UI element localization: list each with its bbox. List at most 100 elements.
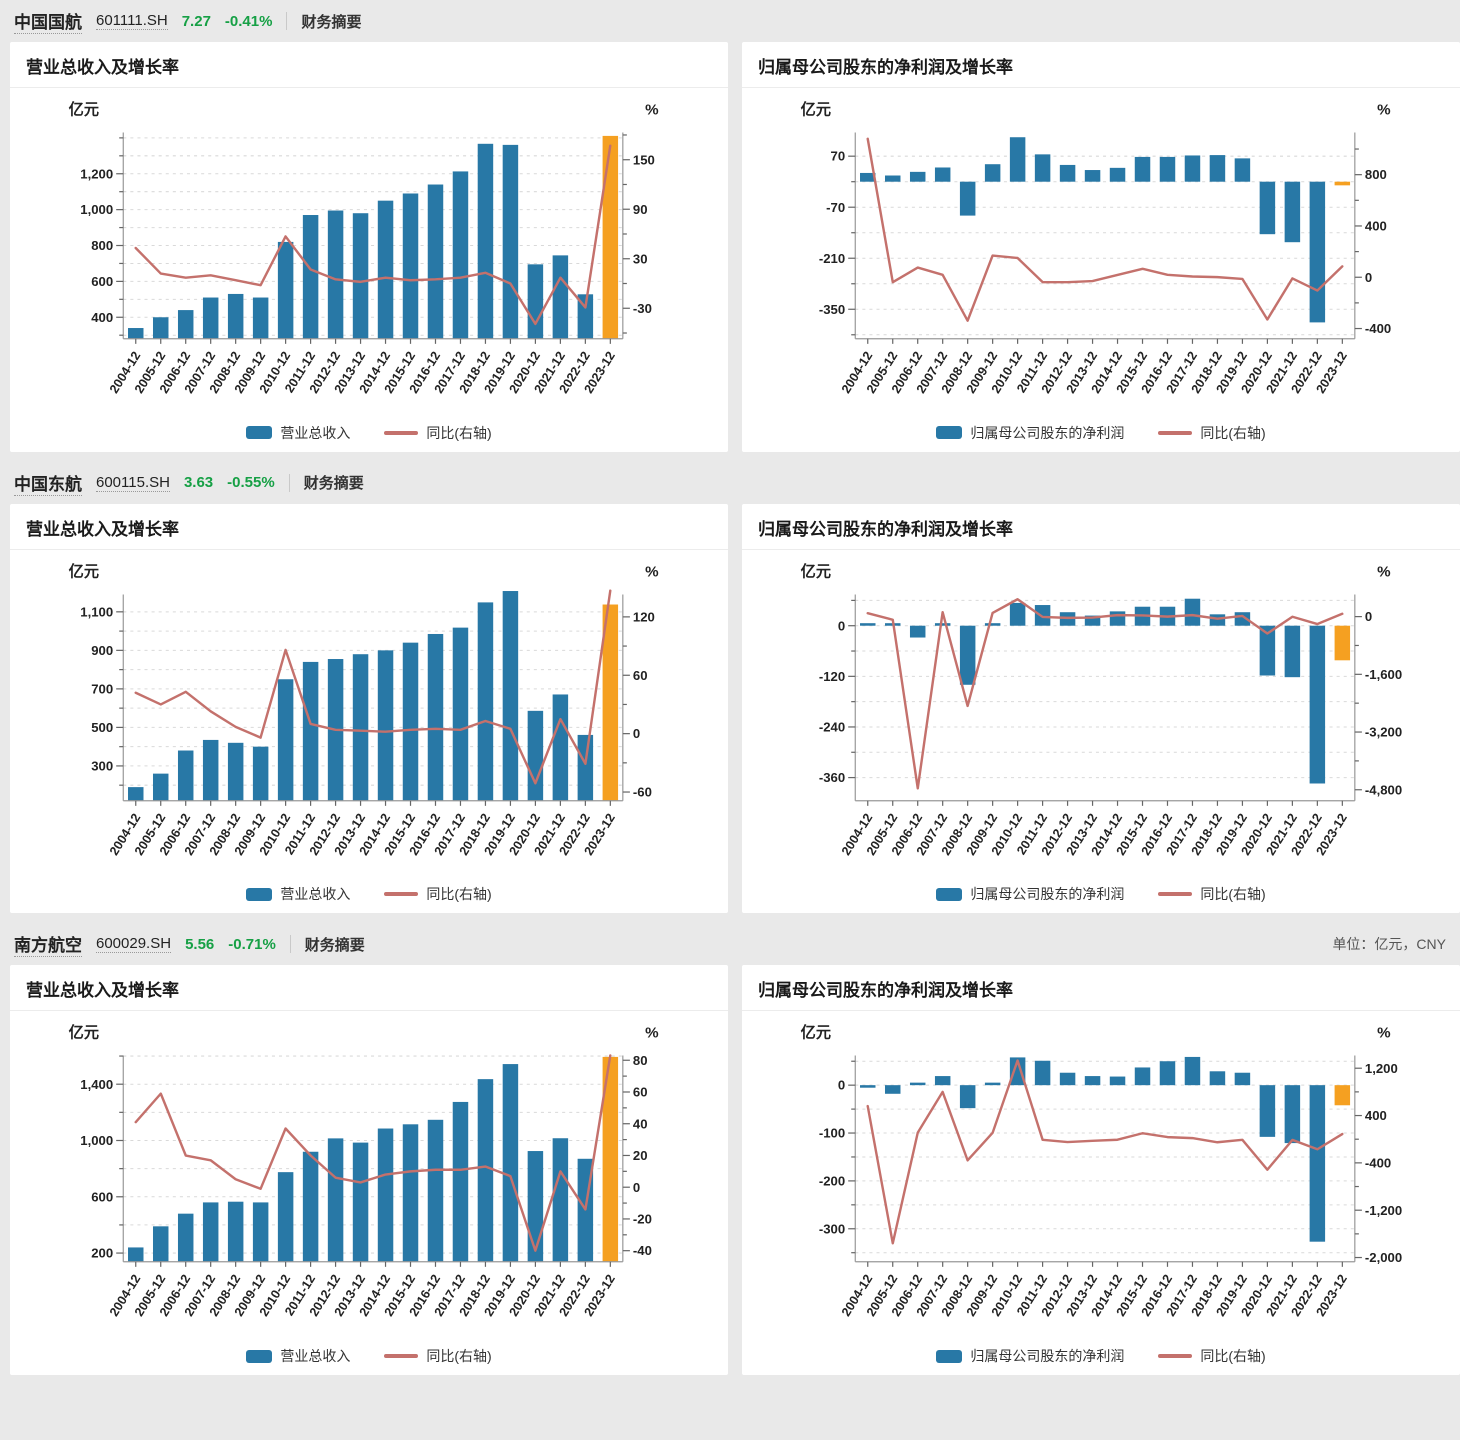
svg-text:-30: -30 [633,301,652,316]
svg-text:-1,200: -1,200 [1365,1203,1402,1218]
svg-text:40: 40 [633,1117,648,1132]
chart-title: 营业总收入及增长率 [10,504,728,550]
stock-change: -0.41% [224,12,273,30]
svg-text:400: 400 [1365,219,1387,234]
financial-summary-link[interactable]: 财务摘要 [303,475,364,493]
svg-text:400: 400 [1365,1109,1387,1124]
profit-combo-chart[interactable]: -360-240-1200-4,800-3,200-1,60002004-122… [742,550,1460,886]
legend-item-bars[interactable]: 营业总收入 [246,423,350,443]
divider [286,12,288,30]
svg-text:%: % [1377,1025,1391,1042]
profit-chart-card: 归属母公司股东的净利润及增长率 -300 -200 -100 0 -2,000 -1,20… [742,965,1460,1376]
svg-text:1,000: 1,000 [80,1134,113,1149]
svg-text:-4,800: -4,800 [1365,782,1402,797]
svg-text:1,000: 1,000 [80,202,113,217]
svg-text:-350: -350 [819,302,845,317]
legend-item-line[interactable]: 同比(右轴) [1158,1346,1266,1366]
svg-text:400: 400 [91,310,113,325]
svg-text:%: % [645,101,659,118]
revenue-chart-card: 营业总收入及增长率 300 500 700 900 1,100 -60 0 60 120 2004… [10,503,728,914]
revenue-combo-chart[interactable]: 4006008001,0001,200-3030901502004-122005… [10,88,728,424]
svg-text:亿元: 亿元 [801,1024,831,1042]
svg-text:-400: -400 [1365,321,1391,336]
legend-item-bars[interactable]: 归属母公司股东的净利润 [936,423,1124,443]
svg-text:1,400: 1,400 [80,1077,113,1092]
financial-summary-link[interactable]: 财务摘要 [304,936,365,954]
svg-text:80: 80 [633,1053,648,1068]
chart-title: 归属母公司股东的净利润及增长率 [742,504,1460,550]
svg-text:-360: -360 [819,770,845,785]
financial-summary-link[interactable]: 财务摘要 [301,13,362,31]
svg-text:-40: -40 [633,1244,652,1259]
stock-name-link[interactable]: 南方航空 [14,931,82,958]
chart-legend: 归属母公司股东的净利润 同比(右轴) [742,1343,1460,1369]
svg-text:亿元: 亿元 [69,100,99,118]
charts-row: 营业总收入及增长率 300 500 700 900 1,100 -60 0 60 120 2004… [0,503,1460,914]
revenue-combo-chart[interactable]: 3005007009001,100-600601202004-122005-12… [10,550,728,886]
line-swatch-icon [384,1354,419,1359]
stock-code-link[interactable]: 601111.SH [96,12,168,30]
legend-bar-label: 营业总收入 [280,1348,351,1365]
legend-item-line[interactable]: 同比(右轴) [384,423,492,443]
legend-bar-label: 归属母公司股东的净利润 [970,424,1125,441]
legend-item-bars[interactable]: 归属母公司股东的净利润 [936,884,1124,904]
svg-text:-400: -400 [1365,1156,1391,1171]
svg-text:%: % [1377,101,1391,118]
stock-price: 7.27 [181,12,211,30]
svg-text:20: 20 [633,1148,648,1163]
svg-text:-300: -300 [819,1222,845,1237]
charts-row: 营业总收入及增长率 200 600 1,000 1,400 -40 -20 0 20 40 60 8… [0,965,1460,1376]
bar-swatch-icon [246,426,273,440]
profit-combo-chart[interactable]: -300-200-1000-2,000-1,200-4004001,200200… [742,1011,1460,1347]
svg-text:800: 800 [91,238,113,253]
legend-line-label: 同比(右轴) [1200,1348,1266,1365]
chart-title: 归属母公司股东的净利润及增长率 [742,42,1460,88]
svg-text:-2,000: -2,000 [1365,1251,1402,1266]
chart-title: 归属母公司股东的净利润及增长率 [742,965,1460,1012]
legend-line-label: 同比(右轴) [426,1348,492,1365]
legend-line-label: 同比(右轴) [1200,424,1266,441]
legend-bar-label: 营业总收入 [280,886,351,903]
svg-text:亿元: 亿元 [69,1024,99,1042]
chart-legend: 营业总收入 同比(右轴) [10,1343,728,1369]
bar-swatch-icon [936,426,963,440]
stock-name-link[interactable]: 中国国航 [14,8,82,34]
svg-text:-120: -120 [819,669,845,684]
svg-text:-210: -210 [819,251,845,266]
svg-text:-60: -60 [633,784,652,799]
stock-price: 5.56 [185,935,215,953]
svg-text:%: % [1377,563,1391,580]
legend-item-bars[interactable]: 营业总收入 [246,1346,350,1366]
divider [289,935,291,954]
legend-item-line[interactable]: 同比(右轴) [1158,423,1266,443]
legend-item-line[interactable]: 同比(右轴) [384,1346,492,1366]
bar-swatch-icon [246,1349,273,1363]
profit-chart-card: 归属母公司股东的净利润及增长率 -360 -240 -120 0 -4,800 -3,20… [742,503,1460,914]
svg-text:60: 60 [633,1085,648,1100]
svg-text:0: 0 [633,726,640,741]
legend-item-bars[interactable]: 归属母公司股东的净利润 [936,1346,1124,1366]
legend-bar-label: 归属母公司股东的净利润 [970,886,1125,903]
stock-price: 3.63 [183,474,214,492]
svg-text:150: 150 [633,152,655,167]
svg-text:0: 0 [838,618,845,633]
stock-code-link[interactable]: 600029.SH [96,935,172,954]
revenue-chart-card: 营业总收入及增长率 200 600 1,000 1,400 -40 -20 0 20 40 60 8… [10,965,728,1376]
bar-swatch-icon [246,887,273,901]
svg-text:亿元: 亿元 [801,562,831,580]
stock-code-link[interactable]: 600115.SH [96,473,170,492]
legend-item-bars[interactable]: 营业总收入 [246,884,350,904]
legend-item-line[interactable]: 同比(右轴) [1158,884,1266,904]
svg-text:700: 700 [91,681,113,696]
line-swatch-icon [384,430,419,435]
stock-change: -0.55% [227,474,275,492]
svg-text:600: 600 [91,274,113,289]
revenue-combo-chart[interactable]: 2006001,0001,400-40-200204060802004-1220… [10,1011,728,1347]
svg-text:120: 120 [633,609,655,624]
svg-text:1,200: 1,200 [1365,1061,1398,1076]
stock-name-link[interactable]: 中国东航 [14,470,82,496]
svg-text:-70: -70 [826,200,845,215]
svg-text:300: 300 [91,758,113,773]
legend-item-line[interactable]: 同比(右轴) [384,884,492,904]
profit-combo-chart[interactable]: -350-210-7070-40004008002004-122005-1220… [742,88,1460,424]
